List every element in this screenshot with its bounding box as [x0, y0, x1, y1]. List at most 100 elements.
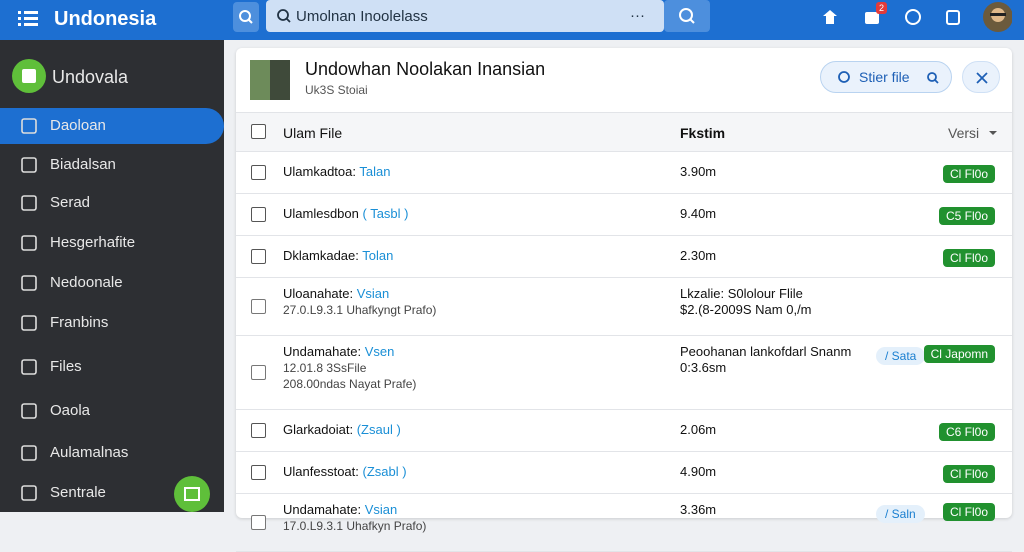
- nav-item[interactable]: Daoloan: [0, 108, 224, 144]
- file-link[interactable]: Vsian: [356, 286, 390, 301]
- file-name: Ulamlesdbon ( Tasbl ): [283, 206, 409, 221]
- file-name: Uloanahate: Vsian: [283, 286, 389, 301]
- status-badge: Cl Fl0o: [942, 465, 995, 483]
- file-size: 0:3.6sm: [680, 360, 727, 375]
- nav-item[interactable]: Hesgerhafite: [0, 225, 224, 261]
- file-link[interactable]: Talan: [359, 164, 391, 179]
- brand: Undonesia: [54, 8, 157, 30]
- file-icon: [251, 515, 266, 530]
- file-size: 2.30m: [680, 248, 717, 263]
- panel-title: Undowhan Noolakan Inansian: [305, 59, 546, 79]
- column-header[interactable]: Fkstim: [680, 125, 726, 141]
- file-detail: 17.0.L9.3.1 Uhafkyn Prafo): [283, 519, 427, 533]
- version-tag[interactable]: / Sata: [876, 347, 926, 365]
- nav-item[interactable]: Files: [0, 349, 224, 385]
- fab[interactable]: [174, 476, 210, 512]
- file-title: Dklamkadae:: [283, 248, 359, 263]
- file-detail: 208.00ndas Nayat Prafe): [283, 377, 417, 391]
- menu-icon[interactable]: [18, 10, 38, 26]
- file-link[interactable]: (Zsabl ): [362, 464, 407, 479]
- file-link[interactable]: Vsen: [364, 344, 395, 359]
- table-row[interactable]: Glarkadoiat: (Zsaul ) 2.06m C6 Fl0o: [236, 410, 1012, 452]
- table-row[interactable]: Undamahate: Vsian 17.0.L9.3.1 Uhafkyn Pra…: [236, 494, 1012, 552]
- search-more[interactable]: ···: [630, 7, 645, 24]
- file-size: $2.(8-2009S Nam 0,/m: [680, 302, 812, 317]
- status-badge: C5 Fl0o: [938, 207, 995, 225]
- file-link[interactable]: Vsian: [364, 502, 398, 517]
- notification-count: 2: [876, 2, 888, 14]
- sidebar-title: Undovala: [52, 67, 129, 87]
- action-label: Stier file: [859, 69, 910, 85]
- nav-label: Serad: [50, 194, 91, 211]
- row-checkbox[interactable]: [251, 165, 266, 180]
- file-size: 3.36m: [680, 502, 717, 517]
- search-button[interactable]: [664, 0, 710, 32]
- file-detail: 27.0.L9.3.1 Uhafkyngt Prafo): [283, 303, 437, 317]
- nav-label: Daoloan: [50, 117, 106, 134]
- file-name: Ulamkadtoa: Talan: [283, 164, 390, 179]
- row-checkbox[interactable]: [251, 207, 266, 222]
- file-name: Dklamkadae: Tolan: [283, 248, 393, 263]
- status-badge: Cl Fl0o: [942, 165, 995, 183]
- nav-label: Oaola: [50, 402, 91, 419]
- table-row[interactable]: Ulanfesstoat: (Zsabl ) 4.90m Cl Fl0o: [236, 452, 1012, 494]
- file-link[interactable]: (Zsaul ): [356, 422, 401, 437]
- column-header[interactable]: Ulam File: [283, 125, 343, 141]
- nav-label: Sentrale: [50, 484, 106, 501]
- column-header[interactable]: Versi: [948, 125, 980, 141]
- file-link[interactable]: Tolan: [362, 248, 394, 263]
- file-size: 2.06m: [680, 422, 717, 437]
- file-name: Ulanfesstoat: (Zsabl ): [283, 464, 407, 479]
- file-size: 4.90m: [680, 464, 717, 479]
- nav-item[interactable]: Serad: [0, 185, 224, 221]
- file-name: Glarkadoiat: (Zsaul ): [283, 422, 401, 437]
- action-button[interactable]: Stier file: [820, 61, 952, 93]
- file-name: Undamahate: Vsian: [283, 502, 397, 517]
- nav-item[interactable]: Biadalsan: [0, 147, 224, 183]
- file-size: 9.40m: [680, 206, 717, 221]
- close-button[interactable]: [962, 61, 1000, 93]
- row-checkbox[interactable]: [251, 249, 266, 264]
- nav-item[interactable]: Sentrale: [0, 475, 224, 511]
- file-icon: [251, 299, 266, 314]
- top-bar: Undonesia Umolnan Inoolelass ··· 2: [0, 0, 1024, 40]
- nav-item[interactable]: Oaola: [0, 393, 224, 429]
- search-placeholder: Umolnan Inoolelass: [296, 8, 428, 25]
- table-row[interactable]: Dklamkadae: Tolan 2.30m Cl Fl0o: [236, 236, 1012, 278]
- table-row[interactable]: Ulamkadtoa: Talan 3.90m Cl Fl0o: [236, 152, 1012, 194]
- file-title: Uloanahate:: [283, 286, 354, 301]
- file-title: Undamahate:: [283, 502, 362, 517]
- nav-item[interactable]: Aulamalnas: [0, 435, 224, 471]
- table-header: Ulam File Fkstim Versi: [236, 112, 1012, 152]
- nav-label: Nedoonale: [50, 274, 123, 291]
- search-box[interactable]: Umolnan Inoolelass ···: [266, 0, 664, 32]
- version-tag[interactable]: / Saln: [876, 505, 925, 523]
- status-badge: C6 Fl0o: [938, 423, 995, 441]
- nav-label: Files: [50, 358, 82, 375]
- table-row[interactable]: Ulamlesdbon ( Tasbl ) 9.40m C5 Fl0o: [236, 194, 1012, 236]
- select-all[interactable]: [251, 124, 266, 139]
- nav-item[interactable]: Nedoonale: [0, 265, 224, 301]
- nav-item[interactable]: Franbins: [0, 305, 224, 341]
- nav-label: Hesgerhafite: [50, 234, 136, 251]
- file-panel: Undowhan Noolakan Inansian Uk3S Stoiai S…: [236, 48, 1012, 552]
- search-toggle[interactable]: [233, 2, 259, 32]
- file-title: Undamahate:: [283, 344, 362, 359]
- top-icons[interactable]: [812, 0, 1012, 40]
- file-title: Ulamkadtoa:: [283, 164, 356, 179]
- file-name: Undamahate: Vsen: [283, 344, 394, 359]
- file-link[interactable]: ( Tasbl ): [362, 206, 409, 221]
- thumbnail: [250, 60, 290, 100]
- nav-label: Franbins: [50, 314, 109, 331]
- table-row[interactable]: Uloanahate: Vsian 27.0.L9.3.1 Uhafkyngt P…: [236, 278, 1012, 336]
- status-badge: Cl Japomn: [923, 345, 995, 363]
- file-detail: 12.01.8 3SsFile: [283, 361, 367, 375]
- sidebar: Undovala Daoloan Biadalsan Serad Hesgerhafi…: [0, 40, 224, 512]
- row-checkbox[interactable]: [251, 423, 266, 438]
- table-row[interactable]: Undamahate: Vsen 12.01.8 3SsFile 208.00nda…: [236, 336, 1012, 410]
- file-size: Lkzalie: S0lolour Flile: [680, 286, 803, 301]
- status-badge: Cl Fl0o: [942, 249, 995, 267]
- file-size: 3.90m: [680, 164, 717, 179]
- row-checkbox[interactable]: [251, 465, 266, 480]
